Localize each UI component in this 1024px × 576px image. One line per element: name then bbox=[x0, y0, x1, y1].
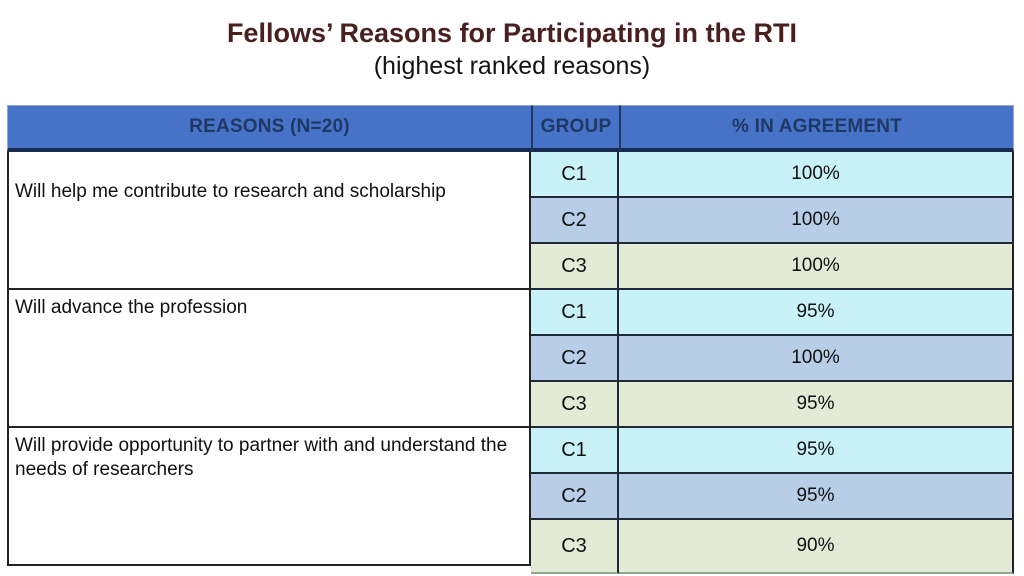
group-cell: C3 bbox=[531, 244, 619, 290]
group-cell: C3 bbox=[531, 382, 619, 428]
slide-subtitle: (highest ranked reasons) bbox=[373, 52, 651, 80]
column-header-agreement: % IN AGREEMENT bbox=[619, 105, 1014, 152]
agreement-cell: 95% bbox=[619, 290, 1014, 336]
group-cell: C1 bbox=[531, 428, 619, 474]
group-cell: C1 bbox=[531, 290, 619, 336]
reason-cell-partner-researchers: Will provide opportunity to partner with… bbox=[7, 428, 531, 566]
column-header-reasons: REASONS (N=20) bbox=[7, 105, 531, 152]
group-cell: C2 bbox=[531, 336, 619, 382]
reason-cell-contribute: Will help me contribute to research and … bbox=[7, 152, 531, 290]
slide-title-block: Fellows’ Reasons for Participating in th… bbox=[0, 16, 1024, 82]
column-header-group: GROUP bbox=[531, 105, 619, 152]
reason-cell-advance-profession: Will advance the profession bbox=[7, 290, 531, 428]
agreement-cell: 95% bbox=[619, 382, 1014, 428]
reasons-table: REASONS (N=20) GROUP % IN AGREEMENT Will… bbox=[7, 105, 1014, 574]
group-cell: C3 bbox=[531, 520, 619, 574]
agreement-cell: 95% bbox=[619, 474, 1014, 520]
group-cell: C2 bbox=[531, 474, 619, 520]
agreement-cell: 100% bbox=[619, 152, 1014, 198]
slide-title: Fellows’ Reasons for Participating in th… bbox=[226, 18, 798, 48]
group-cell: C2 bbox=[531, 198, 619, 244]
agreement-cell: 90% bbox=[619, 520, 1014, 574]
agreement-cell: 100% bbox=[619, 198, 1014, 244]
agreement-cell: 100% bbox=[619, 336, 1014, 382]
agreement-cell: 100% bbox=[619, 244, 1014, 290]
group-cell: C1 bbox=[531, 152, 619, 198]
agreement-cell: 95% bbox=[619, 428, 1014, 474]
